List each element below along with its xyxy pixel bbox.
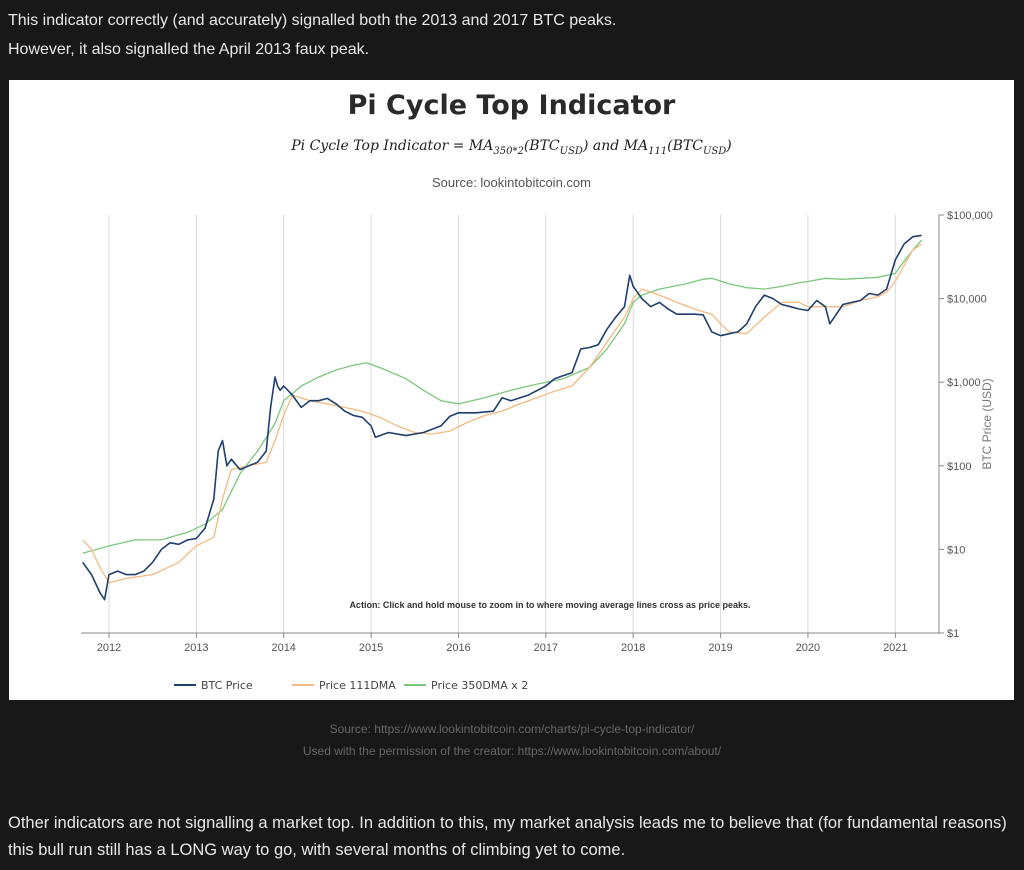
series-line-price-111dma	[82, 243, 922, 584]
legend-label: Price 350DMA x 2	[431, 679, 528, 692]
vertical-gridlines	[108, 215, 896, 633]
legend-label: BTC Price	[201, 679, 253, 692]
x-axis-ticks: 2012 2013 2014 2015 2016 2017 2018 2019 2020 2021	[97, 633, 908, 654]
x-tick-label: 2019	[708, 642, 732, 654]
x-tick-label: 2017	[534, 642, 558, 654]
x-tick-label: 2020	[796, 642, 820, 654]
legend-item-price-350dma-x-2[interactable]: Price 350DMA x 2	[404, 679, 528, 692]
chart-title: Pi Cycle Top Indicator	[347, 90, 676, 121]
chart-formula: Pi Cycle Top Indicator = MA350*2(BTCUSD)…	[291, 138, 732, 157]
chart-source: Source: lookintobitcoin.com	[432, 175, 591, 190]
outro-paragraph: Other indicators are not signalling a ma…	[8, 814, 1007, 859]
intro-line-2: However, it also signalled the April 201…	[8, 41, 370, 58]
caption-permission: Used with the permission of the creator:…	[302, 744, 722, 758]
figure-captions: Source: https://www.lookintobitcoin.com/…	[0, 718, 1024, 762]
y-axis-label: BTC Price (USD)	[980, 378, 994, 469]
pi-cycle-chart[interactable]: Pi Cycle Top Indicator Pi Cycle Top Indi…	[9, 80, 1014, 700]
y-tick-label: $10	[947, 544, 965, 556]
legend-item-btc-price[interactable]: BTC Price	[174, 679, 253, 692]
action-note: Action: Click and hold mouse to zoom in …	[349, 600, 750, 610]
series-lines	[82, 234, 922, 601]
chart-legend[interactable]: BTC Price Price 111DMA Price 350DMA x 2	[174, 679, 528, 692]
x-tick-label: 2014	[271, 642, 295, 654]
intro-line-1: This indicator correctly (and accurately…	[8, 12, 617, 29]
y-tick-label: $10,000	[947, 294, 987, 306]
y-axis-ticks: $1 $10 $100 $1,000 $10,000 $100,000	[939, 210, 993, 640]
y-tick-label: $1,000	[947, 377, 981, 389]
x-tick-label: 2021	[883, 642, 907, 654]
legend-item-price-111dma[interactable]: Price 111DMA	[292, 679, 396, 692]
caption-source: Source: https://www.lookintobitcoin.com/…	[329, 722, 695, 736]
x-tick-label: 2013	[184, 642, 208, 654]
legend-label: Price 111DMA	[319, 679, 396, 692]
y-tick-label: $100	[947, 461, 971, 473]
x-tick-label: 2016	[446, 642, 470, 654]
x-tick-label: 2015	[359, 642, 383, 654]
y-tick-label: $100,000	[947, 210, 993, 222]
y-tick-label: $1	[947, 628, 959, 640]
series-line-btc-price	[82, 234, 922, 601]
intro-text: This indicator correctly (and accurately…	[8, 6, 616, 64]
x-tick-label: 2018	[621, 642, 645, 654]
series-line-price-350dma-x-2	[82, 239, 922, 554]
x-tick-label: 2012	[97, 642, 121, 654]
chart-plot-svg[interactable]: 2012 2013 2014 2015 2016 2017 2018 2019 2020 2021…	[9, 80, 1014, 700]
